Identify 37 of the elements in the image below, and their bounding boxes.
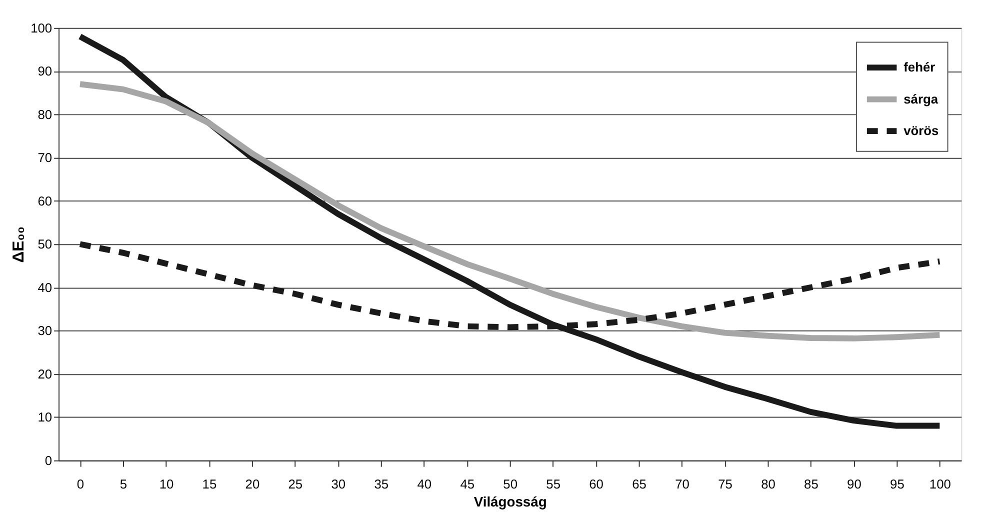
x-axis-title: Világosság [474,493,547,510]
y-tick-label: 60 [38,193,52,208]
x-tick-label: 60 [589,476,604,492]
x-tick-label: 40 [417,476,432,492]
legend-label: sárga [904,91,939,106]
x-tick-label: 20 [245,476,260,492]
x-tick-label: 25 [288,476,303,492]
x-tick-label: 0 [76,476,84,492]
y-tick-label: 90 [38,64,52,79]
y-tick-label: 100 [30,20,52,36]
x-tick-label: 80 [761,476,776,492]
x-tick-label: 100 [929,476,951,492]
y-tick-label: 0 [44,452,52,468]
x-tick-label: 75 [718,476,732,492]
x-tick-label: 70 [675,476,690,492]
y-axis-title: ΔE₀₀ [10,226,28,263]
x-tick-label: 85 [804,476,818,492]
y-tick-label: 20 [38,366,52,382]
legend-label: vörös [904,123,939,138]
x-tick-label: 90 [847,476,862,492]
legend-label: fehér [904,60,936,75]
y-tick-label: 70 [38,150,52,166]
x-tick-label: 95 [890,476,904,492]
x-tick-label: 45 [460,476,475,492]
x-tick-label: 35 [374,476,389,492]
y-tick-label: 10 [38,410,52,425]
x-tick-label: 15 [202,476,217,492]
x-tick-label: 55 [546,476,560,492]
x-tick-label: 5 [120,476,128,492]
y-tick-label: 80 [38,106,52,122]
x-tick-label: 30 [331,476,346,492]
y-tick-label: 40 [38,280,52,295]
y-tick-label: 30 [38,323,52,338]
x-tick-label: 10 [159,476,174,492]
x-tick-label: 50 [503,476,518,492]
y-tick-label: 50 [38,236,52,252]
x-tick-label: 65 [632,476,646,492]
